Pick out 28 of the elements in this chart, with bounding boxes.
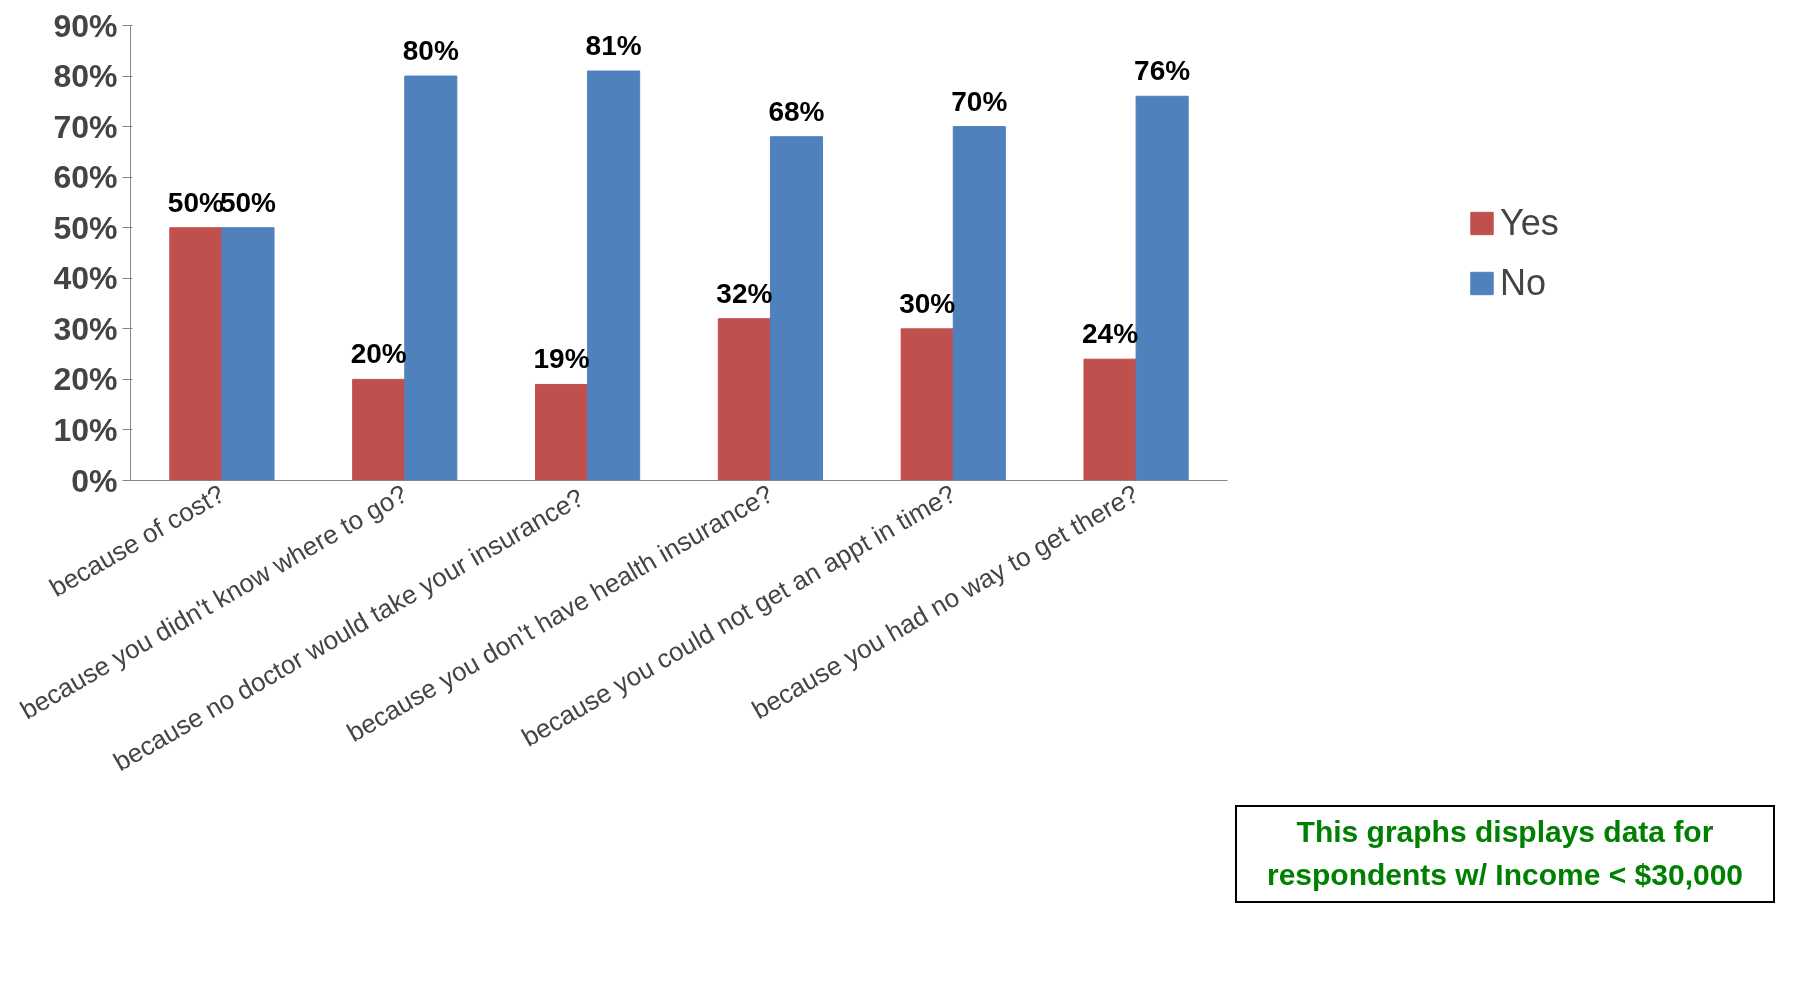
data-label: 76% xyxy=(1134,55,1191,87)
data-label: 70% xyxy=(951,85,1008,117)
y-tick-label: 50% xyxy=(53,209,118,246)
y-tick-label: 0% xyxy=(71,462,118,499)
y-tick-label: 70% xyxy=(53,108,118,145)
y-tick-label: 20% xyxy=(53,361,118,398)
bar xyxy=(221,227,275,481)
bar xyxy=(587,70,641,481)
bar xyxy=(534,383,589,481)
y-tick-label: 90% xyxy=(53,7,118,44)
y-tick-label: 10% xyxy=(53,411,118,448)
legend-label: No xyxy=(1500,261,1548,304)
data-label: 50% xyxy=(167,186,224,218)
legend-label: Yes xyxy=(1500,201,1560,244)
y-tick-label: 40% xyxy=(53,260,118,297)
y-tick-label: 80% xyxy=(53,58,118,95)
data-label: 68% xyxy=(768,95,825,127)
text: This graphs displays data for respondents w/ Income < $30,000 xyxy=(1266,814,1744,893)
bar xyxy=(1083,358,1137,481)
bar xyxy=(169,227,223,481)
bar xyxy=(352,378,406,481)
bar xyxy=(900,328,954,481)
bar xyxy=(717,318,771,481)
bar xyxy=(404,75,458,481)
data-label: 80% xyxy=(402,35,459,67)
data-label: 81% xyxy=(585,30,642,61)
y-tick-label: 30% xyxy=(53,310,118,347)
y-tick-label: 60% xyxy=(53,159,118,196)
